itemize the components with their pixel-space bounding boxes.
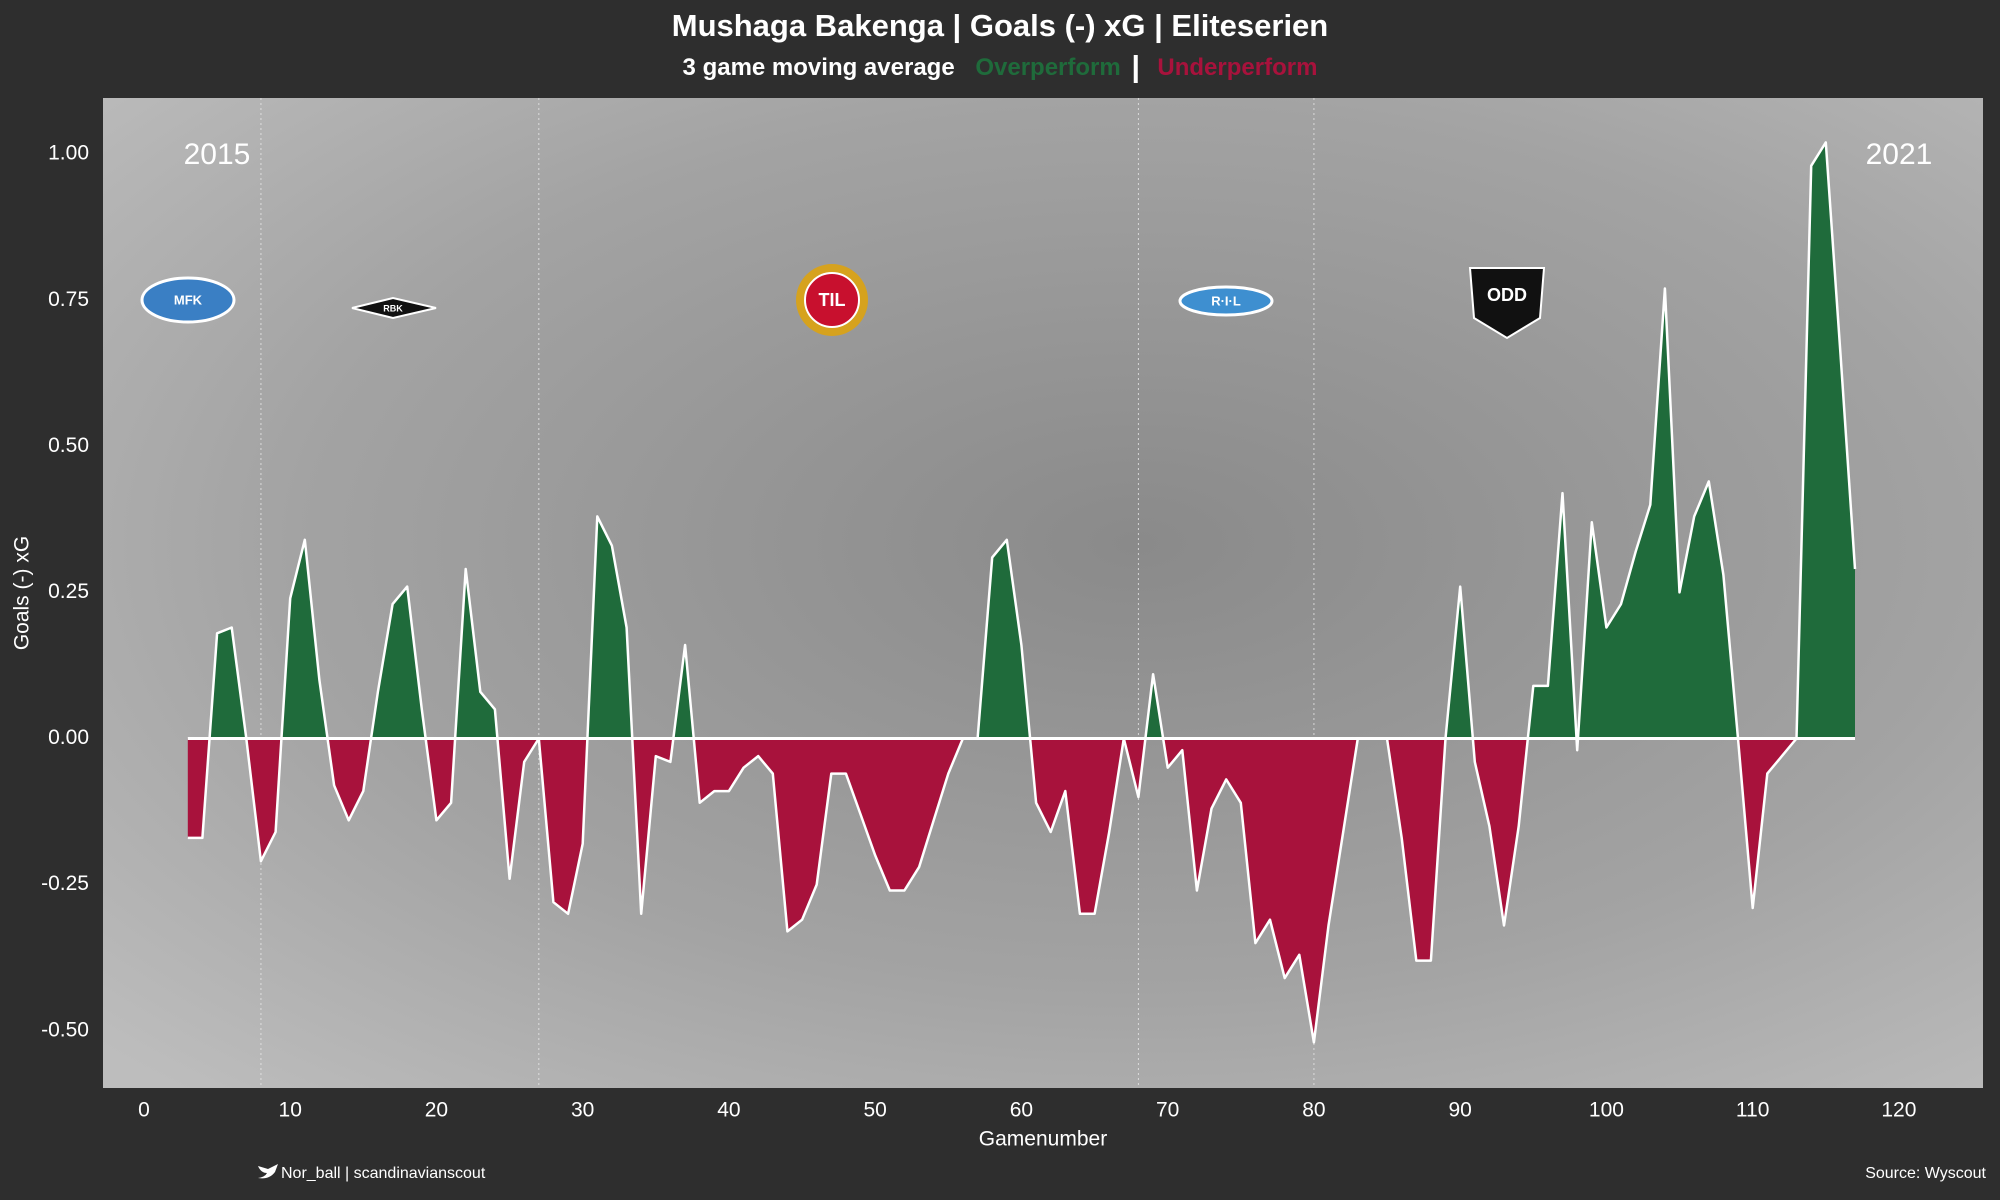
y-axis-label: Goals (-) xG — [11, 536, 34, 650]
x-tick-label: 120 — [1881, 1099, 1916, 1122]
logo-text: ODD — [1487, 285, 1527, 305]
season-annotation: 2015 — [184, 138, 251, 171]
twitter-icon — [258, 1164, 278, 1179]
y-tick-label: -0.25 — [41, 872, 89, 895]
x-tick-label: 10 — [279, 1099, 302, 1122]
season-annotation: 2021 — [1866, 138, 1933, 171]
y-tick-label: 0.50 — [48, 434, 89, 457]
logo — [1468, 267, 1546, 340]
y-tick-label: 0.00 — [48, 726, 89, 749]
x-axis-label: Gamenumber — [979, 1128, 1107, 1151]
subtitle-text: 3 game moving average — [683, 54, 955, 81]
logo-text: TIL — [819, 290, 846, 310]
legend-separator — [1133, 55, 1138, 83]
legend-entry: Underperform — [1157, 54, 1317, 81]
x-tick-label: 60 — [1010, 1099, 1033, 1122]
y-tick-label: 1.00 — [48, 142, 89, 165]
y-tick-label: 0.75 — [48, 288, 89, 311]
x-tick-label: 80 — [1302, 1099, 1325, 1122]
x-tick-label: 70 — [1156, 1099, 1179, 1122]
logo-text: R·I·L — [1211, 293, 1241, 308]
y-tick-label: 0.25 — [48, 580, 89, 603]
logo — [140, 276, 236, 324]
x-tick-label: 90 — [1448, 1099, 1471, 1122]
x-tick-label: 40 — [717, 1099, 740, 1122]
x-tick-label: 0 — [138, 1099, 150, 1122]
logo — [804, 272, 860, 328]
logo — [351, 296, 437, 320]
x-tick-label: 50 — [864, 1099, 887, 1122]
logo-text: RBK — [383, 303, 403, 313]
logo-text: MFK — [174, 292, 203, 307]
chart-subtitle: 3 game moving average Overperform Underp… — [683, 54, 1318, 81]
area-positive — [187, 142, 1855, 739]
x-tick-label: 30 — [571, 1099, 594, 1122]
x-tick-label: 20 — [425, 1099, 448, 1122]
legend-entry: Overperform — [975, 54, 1120, 81]
x-tick-label: 110 — [1736, 1099, 1769, 1122]
area-negative — [187, 738, 1797, 1043]
logo — [1178, 285, 1274, 317]
footer-credit: Nor_ball | scandinavianscout — [281, 1165, 486, 1182]
x-tick-label: 100 — [1589, 1099, 1624, 1122]
plot-layer — [187, 98, 1857, 1088]
footer-source: Source: Wyscout — [1865, 1165, 1986, 1182]
chart-title: Mushaga Bakenga | Goals (-) xG | Elitese… — [672, 8, 1328, 43]
y-tick-label: -0.50 — [41, 1018, 89, 1041]
series-line — [187, 141, 1857, 1044]
club-logos: MFK RBK TIL R·I·L ODD — [140, 264, 1546, 340]
